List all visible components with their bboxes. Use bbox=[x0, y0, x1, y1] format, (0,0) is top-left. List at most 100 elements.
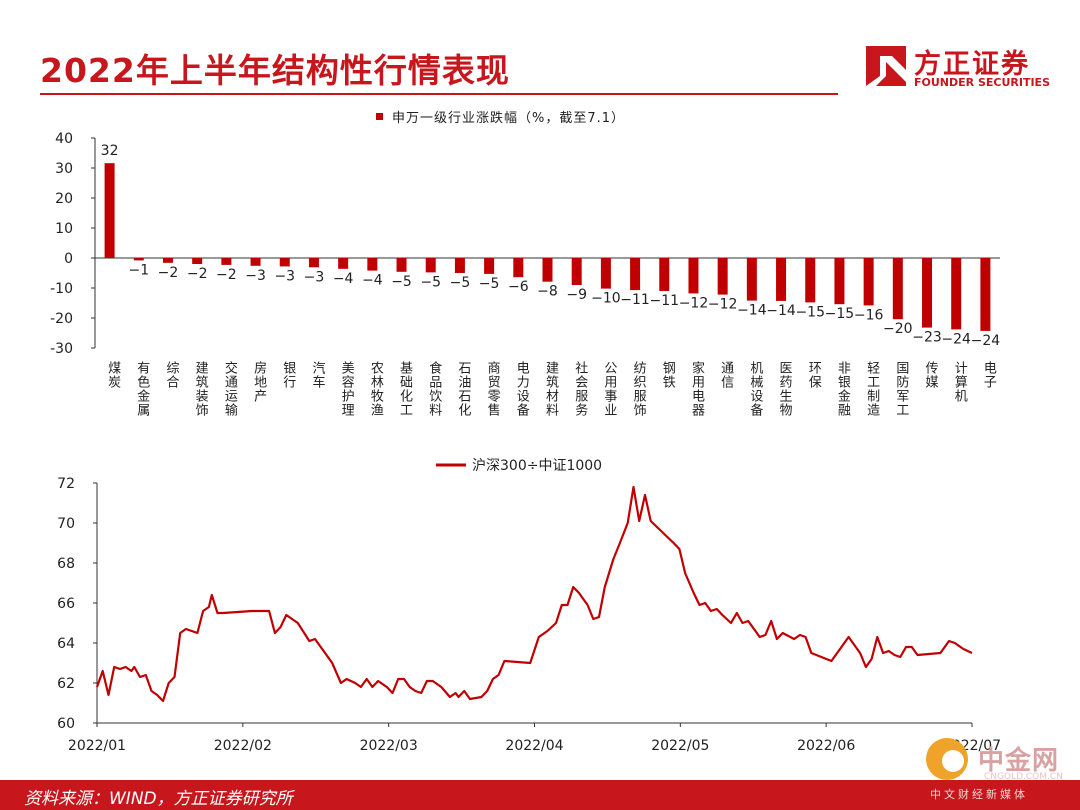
bar bbox=[630, 258, 641, 291]
data-label: −14 bbox=[737, 303, 767, 319]
x-tick-label: 煤炭 bbox=[105, 361, 121, 389]
x-tick-label: 2022/04 bbox=[505, 738, 563, 754]
x-tick-label: 钢铁 bbox=[660, 361, 676, 389]
y-tick-label: 68 bbox=[57, 556, 75, 572]
x-tick-label: 电子 bbox=[981, 361, 997, 389]
y-tick-label: 60 bbox=[57, 716, 75, 732]
x-tick-label: 有色金属 bbox=[134, 361, 150, 417]
bar bbox=[396, 258, 407, 272]
bar bbox=[484, 258, 495, 274]
x-tick-label: 食品饮料 bbox=[426, 360, 442, 417]
y-tick-label: 66 bbox=[57, 596, 75, 612]
legend-label: 申万一级行业涨跌幅（%，截至7.1） bbox=[392, 110, 625, 126]
bar bbox=[951, 258, 962, 330]
title-divider bbox=[40, 93, 838, 95]
logo-text-en: FOUNDER SECURITIES bbox=[914, 76, 1050, 89]
bar bbox=[454, 258, 465, 273]
bar bbox=[863, 258, 874, 306]
bar bbox=[659, 258, 670, 291]
logo-mark-icon bbox=[866, 46, 906, 86]
data-label: −6 bbox=[508, 279, 529, 295]
bar bbox=[221, 258, 232, 265]
x-tick-label: 2022/06 bbox=[797, 738, 855, 754]
bar bbox=[162, 258, 173, 263]
x-tick-label: 综合 bbox=[163, 361, 179, 389]
x-tick-label: 医药生物 bbox=[777, 361, 793, 417]
y-tick-label: 10 bbox=[55, 221, 73, 237]
legend-swatch bbox=[376, 113, 383, 120]
bar bbox=[308, 258, 319, 268]
y-tick-label: -10 bbox=[50, 281, 73, 297]
x-tick-label: 2022/01 bbox=[68, 738, 126, 754]
bar bbox=[805, 258, 816, 303]
x-tick-label: 社会服务 bbox=[572, 360, 588, 417]
data-label: −12 bbox=[679, 295, 709, 311]
ratio-line-chart: 沪深300÷中证1000 72 70 68 66 64 62 60 2022/01 2022/02… bbox=[57, 458, 1001, 754]
company-logo: 方正证券 FOUNDER SECURITIES bbox=[862, 42, 1052, 92]
bar bbox=[250, 258, 261, 266]
x-tick-label: 非银金融 bbox=[835, 361, 851, 417]
x-tick-label: 纺织服饰 bbox=[631, 361, 647, 417]
bar bbox=[279, 258, 290, 267]
x-tick-label: 建筑装饰 bbox=[193, 361, 209, 417]
source-note: 资料来源：WIND，方正证券研究所 bbox=[24, 789, 293, 809]
x-tick-label: 传媒 bbox=[923, 361, 939, 389]
x-tick-label: 美容护理 bbox=[339, 361, 355, 417]
bar bbox=[688, 258, 699, 294]
data-label: −12 bbox=[708, 297, 738, 313]
x-tick-label: 2022/03 bbox=[360, 738, 418, 754]
logo-text-cn: 方正证券 bbox=[914, 49, 1030, 80]
data-label: −2 bbox=[158, 265, 179, 281]
y-tick-label: 62 bbox=[57, 676, 75, 692]
data-label: 32 bbox=[101, 143, 119, 159]
y-tick-label: -20 bbox=[50, 311, 73, 327]
data-label: −3 bbox=[245, 268, 266, 284]
bar bbox=[776, 258, 787, 301]
x-tick-label: 石油石化 bbox=[455, 361, 471, 417]
data-label: −5 bbox=[391, 274, 412, 290]
data-label: −2 bbox=[216, 267, 237, 283]
y-tick-label: 30 bbox=[55, 161, 73, 177]
x-tick-label: 环保 bbox=[806, 361, 822, 389]
data-label: −15 bbox=[795, 304, 825, 320]
data-label: −10 bbox=[591, 291, 621, 307]
bar bbox=[104, 163, 115, 258]
bar bbox=[571, 258, 582, 285]
data-label: −24 bbox=[971, 333, 1001, 349]
footer-bar: 资料来源：WIND，方正证券研究所 bbox=[0, 780, 1080, 810]
x-tick-label: 建筑材料 bbox=[543, 361, 559, 417]
y-tick-label: 40 bbox=[55, 131, 73, 147]
x-tick-label: 2022/02 bbox=[214, 738, 272, 754]
data-label: −24 bbox=[941, 331, 971, 347]
x-tick-label: 交通运输 bbox=[222, 360, 238, 417]
bar bbox=[425, 258, 436, 273]
x-tick-label: 农林牧渔 bbox=[368, 361, 384, 417]
watermark: 中金网 CNGOLD.COM.CN 中文财经新媒体 bbox=[920, 736, 1080, 808]
data-label: −16 bbox=[854, 307, 884, 323]
watermark-text: 中金网 bbox=[978, 746, 1060, 776]
watermark-subtitle: 中文财经新媒体 bbox=[930, 788, 1028, 801]
x-tick-label: 通信 bbox=[718, 361, 734, 389]
data-label: −3 bbox=[304, 269, 325, 285]
watermark-url: CNGOLD.COM.CN bbox=[984, 772, 1063, 782]
data-label: −5 bbox=[479, 276, 500, 292]
x-tick-label: 机械设备 bbox=[747, 361, 763, 417]
bar bbox=[834, 258, 845, 305]
bar bbox=[746, 258, 757, 301]
y-tick-label: 64 bbox=[57, 636, 75, 652]
x-tick-label: 公用事业 bbox=[601, 361, 617, 417]
x-tick-label: 国防军工 bbox=[893, 361, 909, 417]
y-tick-label: -30 bbox=[50, 341, 73, 357]
data-label: −23 bbox=[912, 330, 942, 346]
data-label: −9 bbox=[566, 287, 587, 303]
data-label: −5 bbox=[420, 274, 441, 290]
data-label: −20 bbox=[883, 321, 913, 337]
data-label: −11 bbox=[650, 293, 680, 309]
bar bbox=[192, 258, 203, 264]
data-label: −11 bbox=[620, 292, 650, 308]
bar bbox=[133, 258, 144, 261]
x-tick-label: 银行 bbox=[280, 361, 296, 389]
y-tick-label: 0 bbox=[64, 251, 73, 267]
x-tick-label: 汽车 bbox=[309, 361, 325, 389]
bar bbox=[513, 258, 524, 278]
